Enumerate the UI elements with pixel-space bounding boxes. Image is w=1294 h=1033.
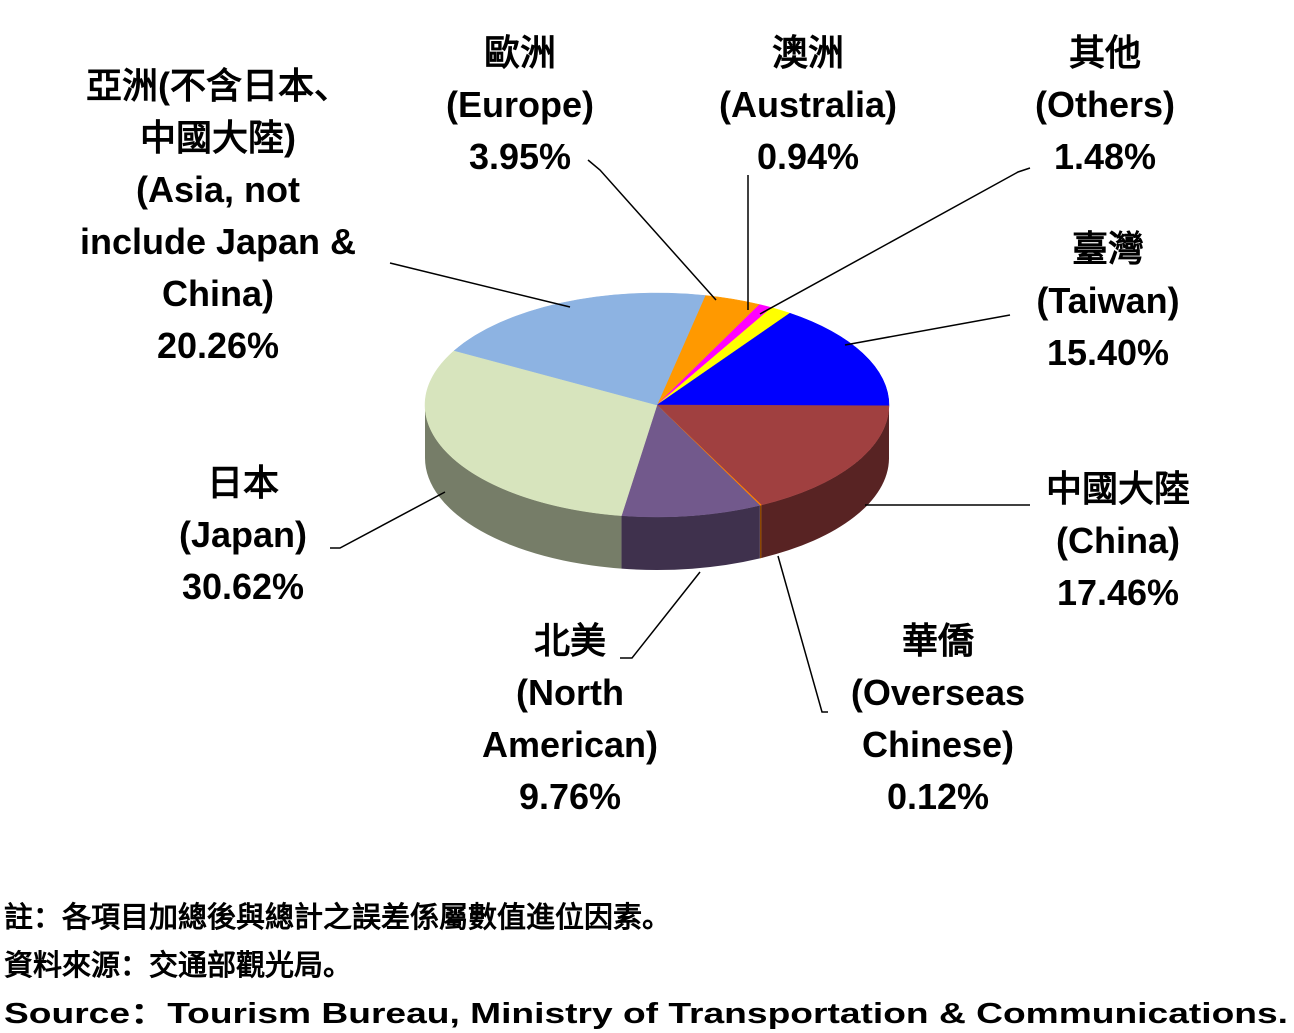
slice-label: (Taiwan)	[1036, 280, 1179, 321]
leader-line	[587, 159, 717, 301]
slice-label: China)	[162, 273, 274, 314]
slice-label: (North	[516, 672, 624, 713]
slice-label: 日本	[207, 462, 279, 503]
slice-label: (Australia)	[719, 84, 897, 125]
slice-label: (Others)	[1035, 84, 1175, 125]
slice-label: (China)	[1056, 520, 1180, 561]
note: 資料來源：交通部觀光局。	[4, 948, 352, 982]
value-label: 9.76%	[519, 776, 621, 817]
slice	[424, 350, 658, 516]
slice-label: (Japan)	[179, 514, 307, 555]
slice-side	[621, 505, 760, 571]
value-label: 1.48%	[1054, 136, 1156, 177]
leader-line	[389, 262, 571, 308]
value-label: 17.46%	[1057, 572, 1179, 613]
note: 註：各項目加總後與總計之誤差係屬數值進位因素。	[4, 900, 671, 934]
note: Source：Tourism Bureau, Ministry of Trans…	[4, 998, 1288, 1030]
value-label: 30.62%	[182, 566, 304, 607]
slice	[621, 404, 761, 518]
slice-label: (Europe)	[446, 84, 594, 125]
leader-line	[759, 167, 1031, 315]
leader-line	[844, 314, 1011, 346]
slice-label: 亞洲(不含日本、	[86, 65, 350, 106]
value-label: 15.40%	[1047, 332, 1169, 373]
slice-label: 歐洲	[484, 32, 556, 73]
slice-label: American)	[482, 724, 658, 765]
slice-label: include Japan &	[80, 221, 356, 262]
slice-side	[761, 405, 889, 559]
slice	[656, 404, 890, 506]
slice-label: 其他	[1069, 32, 1141, 73]
slice-label: 澳洲	[772, 32, 844, 73]
leader-line	[777, 555, 828, 713]
slice-label: (Overseas	[851, 672, 1025, 713]
slice-label: 中國大陸)	[140, 117, 296, 158]
value-label: 20.26%	[157, 325, 279, 366]
slice-label: 中國大陸	[1046, 468, 1190, 509]
slice-side	[759, 505, 762, 559]
slice	[453, 292, 706, 406]
slice-label: (Asia, not	[136, 169, 300, 210]
value-label: 3.95%	[469, 136, 571, 177]
slice-side	[425, 405, 622, 569]
leader-line	[620, 571, 701, 659]
value-label: 0.94%	[757, 136, 859, 177]
value-label: 0.12%	[887, 776, 989, 817]
slice-label: 北美	[534, 620, 606, 661]
leader-line	[330, 491, 446, 549]
slice-label: 臺灣	[1072, 228, 1144, 269]
slice-label: 華僑	[902, 620, 975, 661]
slice	[656, 312, 890, 406]
slice-label: Chinese)	[862, 724, 1014, 765]
